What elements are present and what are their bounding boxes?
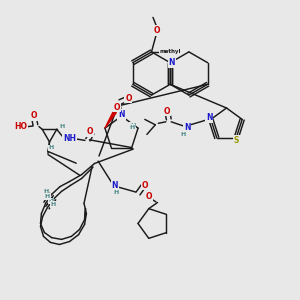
Text: O: O (31, 111, 37, 120)
Text: H: H (48, 146, 54, 150)
Text: HO: HO (14, 122, 27, 131)
Text: H: H (129, 125, 135, 130)
Text: O: O (141, 181, 148, 190)
Text: H: H (43, 189, 48, 194)
Text: H: H (51, 202, 56, 207)
Text: O: O (87, 128, 93, 136)
Text: H: H (48, 199, 54, 203)
Text: N: N (118, 110, 125, 119)
Text: N: N (111, 181, 118, 190)
Text: N: N (169, 58, 175, 67)
Text: NH: NH (63, 134, 76, 143)
Text: O: O (114, 103, 120, 112)
Text: O: O (125, 94, 132, 103)
Text: H: H (180, 132, 185, 137)
Text: O: O (154, 26, 160, 35)
Text: H: H (113, 190, 119, 194)
Text: H: H (45, 194, 50, 199)
Text: H: H (130, 123, 135, 128)
Text: S: S (233, 136, 239, 145)
Text: N: N (184, 123, 191, 132)
Text: H: H (59, 124, 65, 129)
Text: O: O (164, 106, 171, 116)
Text: N: N (206, 113, 213, 122)
Polygon shape (105, 112, 116, 128)
Text: methyl: methyl (160, 49, 181, 54)
Text: O: O (145, 192, 152, 201)
